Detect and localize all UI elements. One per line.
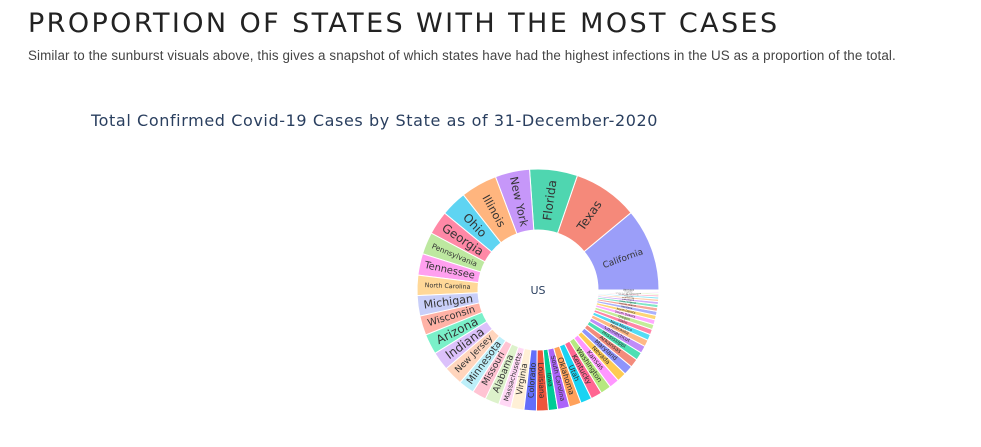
slice-label-south-dakota: South Dakota bbox=[615, 309, 636, 318]
page-description: Similar to the sunburst visuals above, t… bbox=[28, 48, 896, 63]
slice-label-idaho: Idaho bbox=[618, 318, 628, 325]
slice-label-delaware: Delaware bbox=[622, 297, 635, 302]
root-label-us: US bbox=[530, 284, 545, 297]
slice-label-west-virginia: West Virginia bbox=[619, 298, 637, 304]
slice-label-north-carolina: North Carolina bbox=[425, 282, 471, 291]
slice-label-montana: Montana bbox=[621, 304, 633, 310]
page-heading: PROPORTION OF STATES WITH THE MOST CASES bbox=[28, 8, 780, 39]
slice-label-florida: Florida bbox=[540, 179, 559, 221]
slice-vermont[interactable] bbox=[597, 289, 660, 292]
slice-label-louisiana: Louisiana bbox=[536, 362, 546, 399]
slice-label-oregon: Oregon bbox=[618, 314, 631, 321]
slice-label-iowa: Iowa bbox=[545, 372, 554, 387]
slice-label-north-dakota: North Dakota bbox=[616, 307, 636, 315]
slice-label-colorado: Colorado bbox=[527, 362, 538, 398]
chart-title: Total Confirmed Covid-19 Cases by State … bbox=[90, 111, 658, 130]
slice-label-vermont: Vermont bbox=[623, 288, 634, 292]
slice-label-rhode-island: Rhode Island bbox=[619, 301, 637, 308]
